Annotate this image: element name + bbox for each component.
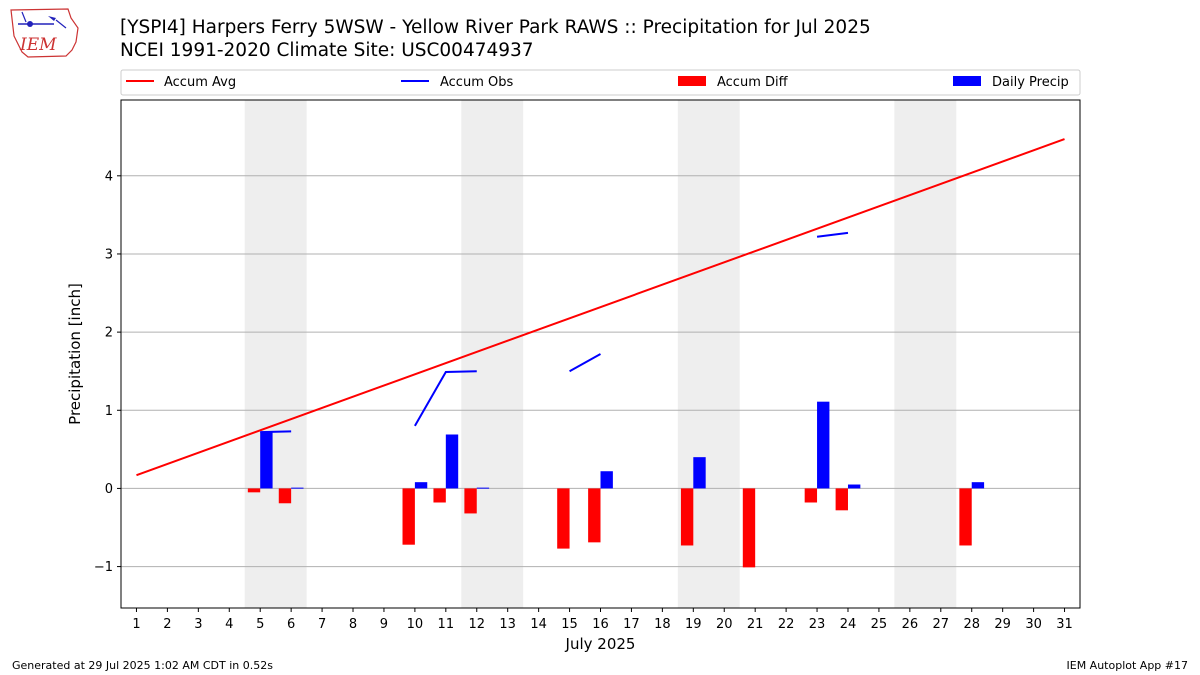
daily-precip-bar [260,432,273,489]
y-tick-label: 4 [105,169,113,184]
daily-precip-bar [476,487,490,489]
daily-precip-bar [693,457,706,489]
x-tick-label: 1 [132,617,140,632]
legend-box [120,69,1081,96]
legend-accum-obs-label: Accum Obs [440,75,513,90]
bars [247,401,985,568]
x-tick-label: 22 [778,617,795,632]
x-tick-label: 21 [747,617,764,632]
x-tick-label: 20 [716,617,733,632]
x-tick-label: 16 [592,617,609,632]
x-tick-label: 2 [163,617,171,632]
accum-diff-bar [742,488,756,568]
x-tick-label: 10 [407,617,424,632]
lines [136,138,1065,477]
x-tick-label: 9 [380,617,388,632]
accum-obs-line [414,370,477,427]
x-axis-label: July 2025 [565,635,636,653]
x-tick-label: 23 [809,617,826,632]
legend-accum-avg-label: Accum Avg [164,75,236,90]
y-tick-label: 0 [105,482,113,497]
accum-diff-bar [959,488,972,546]
chart-subtitle: NCEI 1991-2020 Climate Site: USC00474937 [120,40,534,61]
daily-precip-bar [445,434,459,489]
x-tick-label: 18 [654,617,671,632]
svg-text:IEM: IEM [19,35,57,55]
x-tick-label: 30 [1025,617,1042,632]
accum-diff-bar [433,488,446,503]
accum-diff-bar [247,488,261,493]
legend-daily-precip-swatch [953,76,981,86]
daily-precip-bar [971,482,985,489]
x-tick-label: 5 [256,617,264,632]
accum-obs-line [569,353,601,373]
x-tick-label: 11 [438,617,455,632]
x-tick-label: 29 [994,617,1011,632]
x-tick-label: 25 [871,617,888,632]
x-tick-label: 17 [623,617,640,632]
x-tick-label: 12 [468,617,485,632]
y-tick-label: 2 [105,326,113,341]
app-credit: IEM Autoplot App #17 [1066,659,1189,672]
iem-logo: IEM [10,8,79,58]
daily-precip-bar [817,401,830,489]
generated-timestamp: Generated at 29 Jul 2025 1:02 AM CDT in … [12,659,273,672]
accum-diff-bar [278,488,292,504]
x-tick-label: 7 [318,617,326,632]
x-tick-label: 13 [499,617,516,632]
x-tick-label: 26 [902,617,919,632]
accum-diff-bar [835,488,848,511]
x-tick-label: 27 [933,617,950,632]
x-tick-label: 19 [685,617,702,632]
legend: Accum Avg Accum Obs Accum Diff Daily Pre… [120,69,1081,96]
weekend-shade [894,100,957,608]
y-tick-label: −1 [94,560,113,575]
x-tick-label: 8 [349,617,357,632]
weekend-shade [244,100,307,608]
legend-accum-diff-label: Accum Diff [717,75,789,90]
x-tick-label: 31 [1056,617,1073,632]
accum-obs-line [260,430,292,434]
legend-daily-precip-label: Daily Precip [992,75,1069,90]
y-tick-label: 3 [105,247,113,262]
accum-obs-line [816,231,849,238]
accum-diff-bar [588,488,601,543]
accum-diff-bar [464,488,477,514]
y-tick-label: 1 [105,404,113,419]
accum-diff-bar [557,488,570,549]
x-tick-label: 6 [287,617,295,632]
daily-precip-bar [414,482,428,489]
x-tick-label: 15 [561,617,578,632]
x-tick-label: 28 [963,617,980,632]
x-tick-label: 4 [225,617,233,632]
daily-precip-bar [600,471,613,489]
accum-diff-bar [680,488,694,546]
accum-diff-bar [402,488,415,545]
legend-accum-diff-swatch [678,76,706,86]
accum-avg-line [136,138,1065,477]
accum-diff-bar [804,488,818,503]
x-tick-label: 3 [194,617,202,632]
daily-precip-bar [291,487,304,489]
daily-precip-bar [847,484,861,489]
chart-title: [YSPI4] Harpers Ferry 5WSW - Yellow Rive… [120,17,871,38]
y-axis-label: Precipitation [inch] [66,283,84,425]
x-tick-label: 24 [840,617,857,632]
x-tick-label: 14 [530,617,547,632]
